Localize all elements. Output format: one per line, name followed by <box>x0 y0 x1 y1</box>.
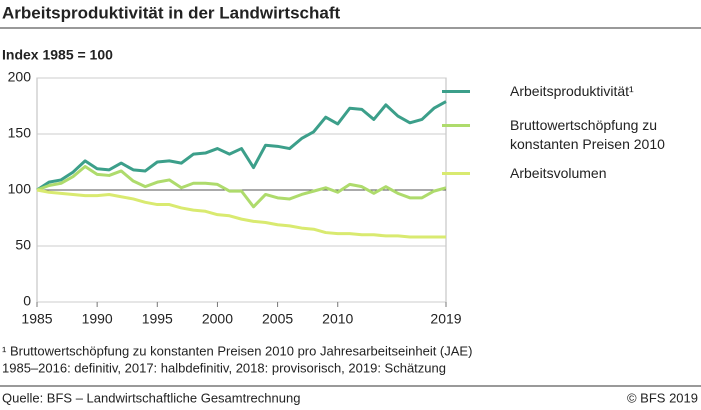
legend-swatch <box>442 172 470 175</box>
legend-label: Arbeitsvolumen <box>510 165 607 181</box>
x-tick-label: 2010 <box>322 311 353 327</box>
footnote: ¹ Bruttowertschöpfung zu konstanten Prei… <box>2 343 472 358</box>
chart-title: Arbeitsproduktivität in der Landwirtscha… <box>2 3 340 22</box>
copyright: © BFS 2019 <box>627 390 698 405</box>
x-tick-label: 1995 <box>142 311 173 327</box>
series-line <box>36 164 447 209</box>
y-tick-label: 150 <box>8 125 32 141</box>
legend-label: Bruttowertschöpfung zu konstanten Preise… <box>510 117 665 152</box>
series-line <box>36 100 447 192</box>
y-tick-label: 50 <box>15 237 31 253</box>
x-tick-label: 2000 <box>202 311 233 327</box>
y-tick-label: 0 <box>23 293 31 309</box>
x-tick-label: 2005 <box>262 311 293 327</box>
x-tick-label: 1990 <box>82 311 113 327</box>
legend-swatch <box>442 124 470 127</box>
legend-swatch <box>442 90 470 93</box>
y-tick-label: 200 <box>8 69 32 85</box>
y-tick-label: 100 <box>8 181 32 197</box>
y-axis-label: Index 1985 = 100 <box>2 47 113 63</box>
series-line <box>36 188 446 239</box>
footnote: 1985–2016: definitiv, 2017: halbdefiniti… <box>2 360 446 375</box>
source: Quelle: BFS – Landwirtschaftliche Gesamt… <box>2 390 300 405</box>
x-tick-label: 1985 <box>21 311 52 327</box>
x-tick-label: 2019 <box>430 311 461 327</box>
legend-label: Arbeitsproduktivität¹ <box>510 83 634 99</box>
